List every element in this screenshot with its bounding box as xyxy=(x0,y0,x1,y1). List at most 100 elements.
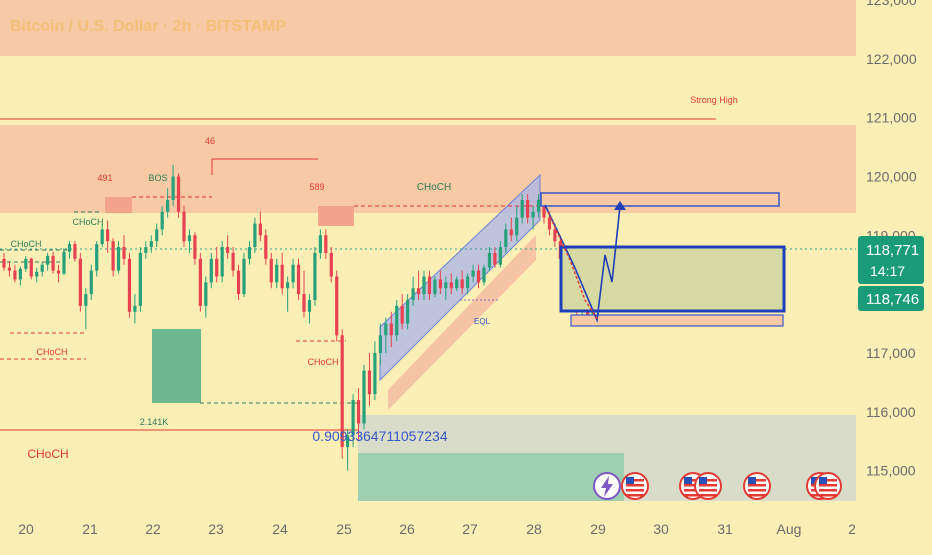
lightning-icon[interactable] xyxy=(593,472,621,500)
candle-body xyxy=(258,223,262,236)
x-tick-label: Aug xyxy=(777,521,802,537)
candle-body xyxy=(133,305,137,312)
candle-body xyxy=(504,229,508,248)
y-tick-label: 121,000 xyxy=(866,110,917,126)
candle-body xyxy=(520,200,524,218)
chart-annotation: CHoCH xyxy=(417,182,451,193)
candle-body xyxy=(40,264,44,272)
candle-body xyxy=(46,255,50,265)
candle-body xyxy=(187,235,192,242)
candle-body xyxy=(547,217,552,230)
last-price-value: 118,746 xyxy=(866,291,919,308)
candle-body xyxy=(280,264,284,289)
time-axis-bg xyxy=(0,512,932,550)
candle-body xyxy=(62,251,66,274)
chart-annotation: 0.9093364711057234 xyxy=(312,428,447,444)
candle-body xyxy=(122,247,126,259)
candle-body xyxy=(553,229,557,242)
candle-body xyxy=(247,247,252,259)
candle-body xyxy=(340,335,344,448)
candle-body xyxy=(433,279,437,295)
candle-body xyxy=(422,276,426,295)
candle-body xyxy=(515,217,519,236)
candle-body xyxy=(116,247,121,271)
candle-body xyxy=(509,229,513,236)
candle-body xyxy=(67,244,72,252)
candle-body xyxy=(313,252,317,300)
candle-body xyxy=(138,252,142,306)
target-zone-upper xyxy=(540,192,780,207)
candle-body xyxy=(111,241,115,271)
candle-body xyxy=(171,176,175,200)
candle-body xyxy=(155,229,159,242)
candle-body xyxy=(2,258,6,268)
candle-body xyxy=(351,400,355,436)
chart-annotation: CHoCH xyxy=(10,239,41,249)
consolidation-box[interactable] xyxy=(559,245,786,313)
candle-timer: 14:17 xyxy=(870,263,905,279)
current-price-badge[interactable] xyxy=(858,236,924,284)
candle-body xyxy=(73,244,77,259)
candle-body xyxy=(95,244,99,271)
chart-annotation: 491 xyxy=(97,173,112,183)
candle-body xyxy=(242,258,246,295)
candle-body xyxy=(438,279,442,289)
candle-body xyxy=(29,258,33,277)
y-tick-label: 123,000 xyxy=(866,0,917,8)
us-flag-icon[interactable] xyxy=(814,472,842,500)
support-zone-lower xyxy=(570,314,784,327)
candle-body xyxy=(56,270,61,274)
candle-body xyxy=(406,300,410,324)
volume-box xyxy=(152,329,201,403)
candle-body xyxy=(471,270,475,277)
candle-body xyxy=(193,235,197,259)
us-flag-icon[interactable] xyxy=(694,472,722,500)
supply-zone-top xyxy=(0,0,856,56)
candle-body xyxy=(106,229,110,242)
candle-body xyxy=(482,267,486,283)
candle-body xyxy=(296,264,301,295)
candle-body xyxy=(13,270,17,280)
candle-body xyxy=(204,282,208,306)
candle-body xyxy=(427,276,432,295)
last-price-badge[interactable] xyxy=(858,286,924,311)
candle-body xyxy=(378,335,382,353)
candle-body xyxy=(220,247,224,277)
chart-annotation: BOS xyxy=(148,173,167,183)
chart-title: Bitcoin / U.S. Dollar · 2h · BITSTAMP xyxy=(10,18,286,35)
candle-body xyxy=(449,282,453,289)
order-block-589 xyxy=(318,206,354,226)
candle-body xyxy=(384,323,388,336)
x-tick-label: 20 xyxy=(18,521,34,537)
y-tick-label: 116,000 xyxy=(866,404,916,420)
chart-annotation: EQL xyxy=(474,317,491,326)
candle-body xyxy=(215,258,219,277)
y-tick-label: 117,000 xyxy=(866,345,916,361)
candle-body xyxy=(269,258,273,283)
candle-body xyxy=(400,305,404,324)
us-flag-icon[interactable] xyxy=(743,472,771,500)
candle-body xyxy=(144,247,148,253)
candle-body xyxy=(226,247,230,253)
drop-path xyxy=(547,211,599,321)
channel-lower-band xyxy=(388,235,536,410)
y-tick-label: 115,000 xyxy=(866,463,916,479)
candle-body xyxy=(324,235,328,253)
candle-body xyxy=(209,258,213,283)
candle-body xyxy=(329,252,333,277)
candle-body xyxy=(356,400,361,424)
candle-body xyxy=(346,435,350,448)
projection-arrowhead xyxy=(614,201,626,210)
candle-body xyxy=(373,352,377,395)
candle-body xyxy=(89,270,93,295)
candle-body xyxy=(18,268,22,280)
chart-annotation: CHoCH xyxy=(72,217,103,227)
candle-body xyxy=(302,294,306,312)
candle-body xyxy=(24,258,28,269)
candle-body xyxy=(127,258,132,312)
us-flag-icon[interactable] xyxy=(621,472,649,500)
chart-annotation: 46 xyxy=(205,136,215,146)
candle-body xyxy=(286,282,290,289)
